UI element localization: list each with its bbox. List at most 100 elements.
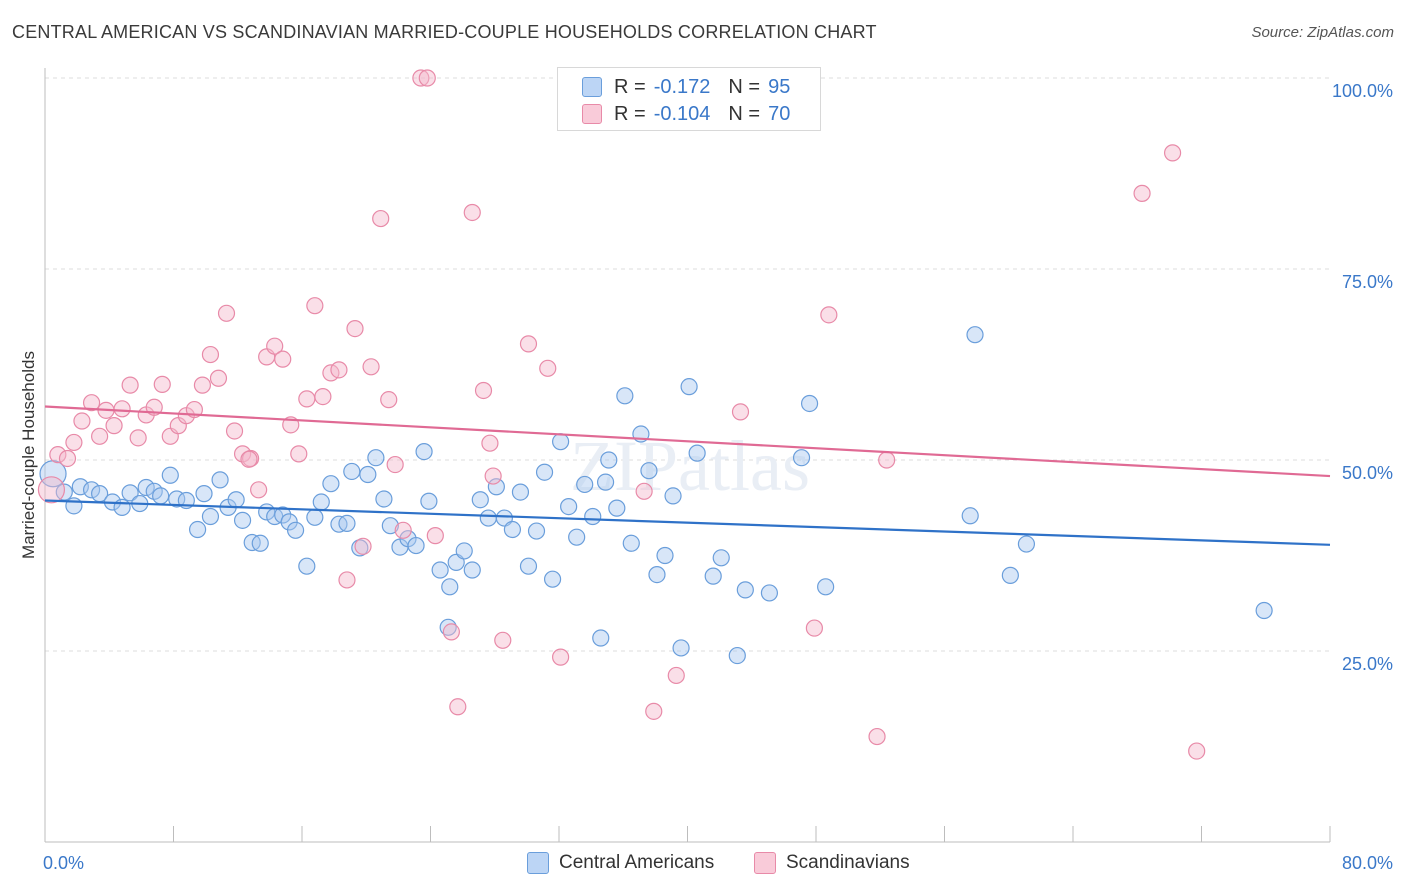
central-american-point [527,522,546,540]
legend-swatch-blue [582,77,602,97]
central-american-point [298,557,316,575]
scandinavian-point [306,297,324,315]
scandinavian-point [519,335,538,353]
legend-n-value: 95 [768,75,791,98]
y-tick-label: 25.0% [1342,654,1393,674]
central-american-point [463,561,481,579]
trend-line-scandinavians [44,405,1331,478]
scandinavian-point [58,449,77,468]
scandinavian-point [484,467,502,485]
legend-swatch-pink [582,104,602,124]
x-tick-label: 80.0% [1342,853,1393,873]
central-american-point [760,584,779,602]
trend-lines [44,405,1331,546]
scandinavian-point [121,376,139,394]
central-american-point [656,546,674,565]
scandinavian-point [418,69,436,87]
legend-item-central-americans[interactable]: Central Americans [527,852,714,874]
central-american-point [367,449,385,467]
legend-label: Central Americans [559,852,715,873]
scandinavian-point [805,619,823,637]
gridlines [45,77,1330,652]
scandinavian-point [731,403,750,421]
central-american-point [576,475,594,494]
central-american-point [800,394,819,413]
scandinavian-point [217,304,236,322]
central-american-point [704,567,722,585]
central-american-point [688,444,706,462]
legend-n-label: N = [728,102,761,125]
central-american-point [487,478,505,496]
central-american-point [511,483,530,501]
legend-item-scandinavians[interactable]: Scandinavians [754,852,910,874]
central-american-point [201,507,220,526]
chart-title: CENTRAL AMERICAN VS SCANDINAVIAN MARRIED… [12,22,877,42]
scandinavian-point [481,434,499,452]
tick-labels: 25.0% 50.0% 75.0% 100.0% 0.0% 80.0% [43,81,1393,873]
central-american-point [455,542,473,560]
scandinavian-point [298,390,316,408]
scandinavian-point [105,417,123,435]
central-american-point [792,449,811,467]
scandinavian-point [426,527,444,545]
scandinavian-point [314,387,332,406]
central-american-point [608,499,626,517]
scandinavian-point [153,375,171,393]
scandinavian-point [635,482,653,500]
central-american-point [161,466,179,484]
scandinavian-point [372,209,390,228]
central-american-point [552,433,570,451]
central-american-point [519,557,538,575]
central-american-point [113,498,131,516]
central-american-point [560,498,578,516]
y-tick-label: 100.0% [1332,81,1393,101]
scandinavian-point [346,319,364,338]
scandinavian-point [412,69,430,87]
central-american-point [227,491,245,509]
scandinavian-point [209,369,228,387]
legend-r-value: -0.172 [653,75,711,98]
central-american-point [966,326,984,344]
central-american-point [286,521,305,539]
central-american-point [312,493,330,511]
scandinavian-point [250,481,268,499]
scandinavian-point [91,427,109,445]
scandinavian-point [240,450,258,468]
central-american-point [188,520,207,539]
central-american-point [817,578,835,596]
central-american-point [503,520,522,539]
scandinavian-point [539,359,557,377]
scandinavian-point [474,381,493,400]
y-tick-label: 50.0% [1342,463,1393,483]
series-legend: Central Americans Scandinavians [0,852,1406,878]
x-tick-label: 0.0% [43,853,84,873]
legend-r-value: -0.104 [653,102,711,125]
scandinavian-point [290,445,308,463]
central-american-point [961,507,979,525]
series-scandinavians [37,69,1206,760]
scandinavian-point [330,361,348,379]
scandinavian-point [1163,144,1182,162]
scandinavian-point [201,345,220,364]
central-american-point [211,471,229,489]
central-american-point [736,581,754,599]
central-american-point [479,509,497,527]
central-american-point [407,536,425,555]
scandinavian-point [380,391,398,409]
scandinavian-point [266,337,284,355]
scandinavian-point [820,306,838,324]
central-american-point [680,378,698,396]
scandinavian-point [1188,742,1206,760]
central-american-point [343,462,361,481]
scandinavian-point [463,203,481,222]
scandinavian-point [878,451,896,469]
scandinavian-point [1133,184,1151,202]
scandinavian-point [37,476,66,504]
correlation-legend: R = -0.172 N = 95 R = -0.104 N = 70 [557,67,821,131]
y-tick-label: 75.0% [1342,272,1393,292]
scandinavian-point [129,429,147,447]
scandinavian-point [394,521,412,539]
watermark: ZIPatlas [570,426,810,506]
legend-n-label: N = [728,75,761,98]
